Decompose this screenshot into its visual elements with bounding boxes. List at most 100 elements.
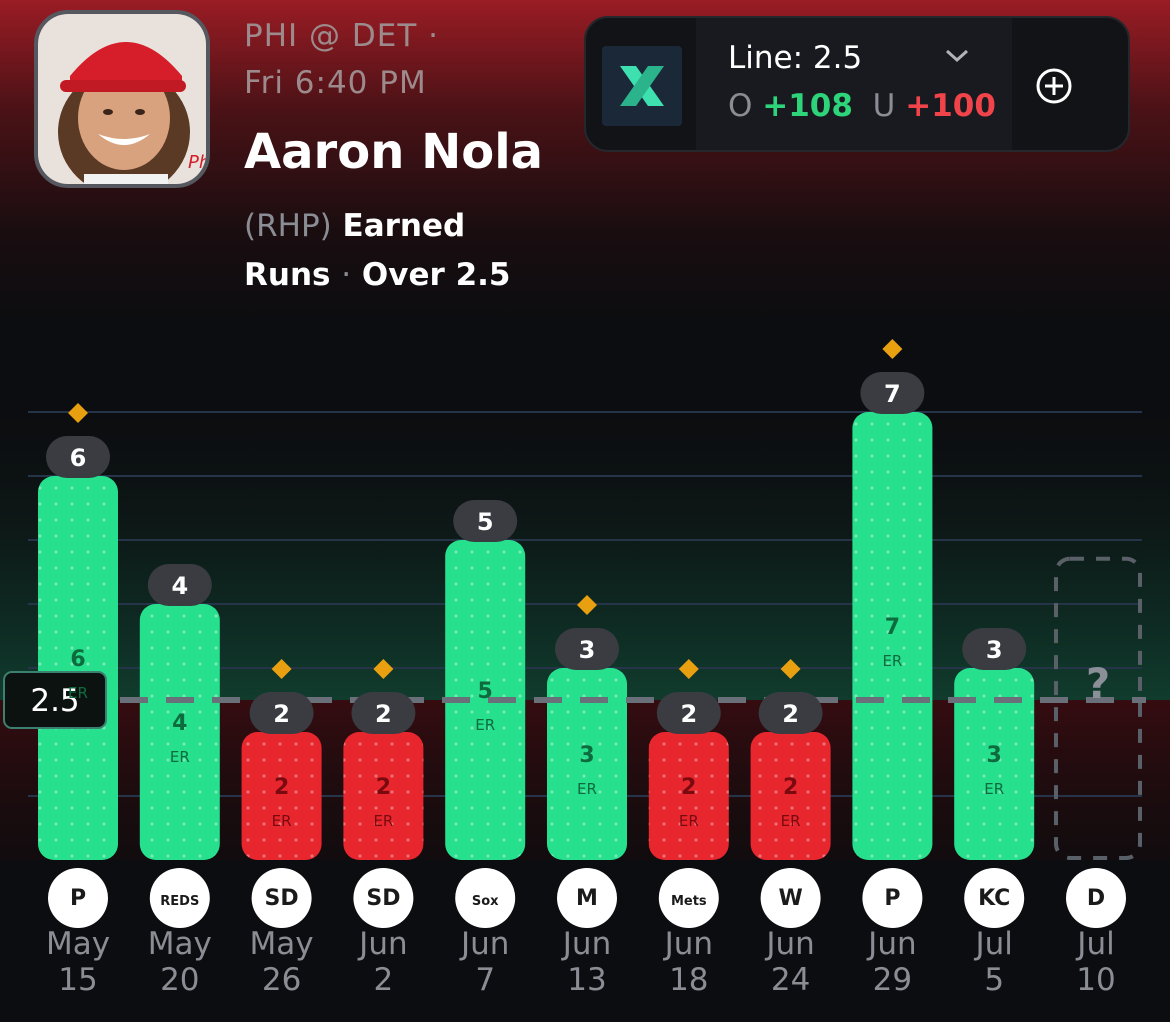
line-label: Line: 2.5: [728, 40, 863, 76]
add-pick-button[interactable]: [1034, 66, 1074, 110]
bar-unit-label: ER: [68, 684, 88, 702]
upcoming-question-mark: ?: [1086, 659, 1110, 708]
over-prefix: O: [728, 88, 753, 124]
team-logo-text: M: [576, 886, 598, 911]
line-panel: Line: 2.5 O +108 U +100: [584, 16, 1130, 152]
bar-dot-texture: [547, 668, 627, 860]
x-tick-day: 15: [58, 962, 97, 998]
bar-inner-value: 2: [274, 775, 289, 800]
diamond-marker-icon: [373, 659, 394, 679]
value-pill: [962, 628, 1027, 670]
diamond-marker-icon: [68, 403, 88, 423]
bar-value-label: 6: [70, 444, 87, 472]
x-tick-month: Jun: [561, 926, 611, 962]
team-logo-text: SD: [265, 886, 299, 911]
bar-dot-texture: [241, 732, 322, 860]
threshold-badge: [3, 671, 107, 729]
stat-description: (RHP) Earned Runs · Over 2.5: [244, 202, 544, 300]
bar-dot-texture: [648, 732, 729, 860]
team-logo-icon-nationals: W: [760, 868, 821, 928]
value-pill: [860, 372, 925, 414]
bar-value-label: 2: [375, 700, 392, 728]
game-time: Fri 6:40 PM: [244, 65, 427, 101]
bar-inner-value: 3: [579, 743, 594, 768]
line-selector[interactable]: Line: 2.5 O +108 U +100: [696, 18, 1012, 150]
bar-dot-texture: [445, 540, 526, 860]
x-tick-month: Jul: [973, 926, 1012, 962]
stat-word-runs: Runs: [244, 257, 331, 293]
upcoming-bar-placeholder: [1054, 556, 1142, 860]
value-pill: [147, 564, 212, 606]
stat-word-earned: Earned: [342, 208, 466, 244]
team-logo-text: KC: [978, 886, 1010, 911]
diamond-marker-icon: [678, 659, 699, 679]
team-logo-icon-royals: KC: [964, 868, 1025, 928]
diamond-marker-icon: [271, 659, 292, 679]
team-logo-icon-tigers: D: [1066, 868, 1126, 928]
team-logo-icon-brewers: M: [557, 868, 617, 928]
value-pill: [46, 436, 110, 478]
bar-dot-texture: [38, 476, 118, 860]
bar-unit-label: ER: [984, 780, 1004, 798]
bar-unit-label: ER: [272, 812, 292, 830]
odds-row: O +108 U +100: [728, 88, 996, 124]
team-logo-text: SD: [366, 886, 400, 911]
value-pill: [555, 628, 619, 670]
bar-dot-texture: [343, 732, 424, 860]
x-tick-month: Jun: [764, 926, 814, 962]
bar-unit-label: ER: [373, 812, 393, 830]
team-logo-text: P: [70, 886, 86, 911]
bar-dot-texture: [139, 604, 220, 860]
team-logo-text: W: [778, 886, 802, 911]
under-odds[interactable]: +100: [905, 88, 996, 124]
bar-dot-texture: [852, 412, 933, 860]
x-tick-day: 13: [567, 962, 606, 998]
x-tick-day: 5: [984, 962, 1004, 998]
value-pill: [453, 500, 518, 542]
diamond-marker-icon: [780, 659, 801, 679]
x-tick-month: May: [148, 926, 212, 962]
matchup-text: PHI @ DET ·: [244, 18, 439, 54]
x-tick-day: 26: [262, 962, 301, 998]
bar-inner-value: 2: [376, 775, 391, 800]
x-tick-month: Jun: [663, 926, 713, 962]
diamond-marker-icon: [882, 339, 903, 359]
bar-dot-texture: [954, 668, 1035, 860]
bar-value-label: 2: [680, 700, 697, 728]
team-logo-icon-padres: SD: [353, 868, 414, 928]
x-tick-day: 10: [1076, 962, 1115, 998]
value-pill: [656, 692, 721, 734]
team-logo-text: Mets: [671, 894, 707, 909]
x-tick-day: 2: [374, 962, 394, 998]
bar-inner-value: 2: [783, 775, 798, 800]
x-tick-month: Jun: [357, 926, 407, 962]
bar-unit-label: ER: [577, 780, 597, 798]
team-logo-icon-pirates: P: [48, 868, 108, 928]
stat-separator: ·: [341, 257, 352, 293]
bar-value-label: 3: [986, 636, 1003, 664]
bar-inner-value: 7: [885, 615, 900, 640]
x-tick-day: 18: [669, 962, 708, 998]
bar-inner-value: 2: [681, 775, 696, 800]
bar-unit-label: ER: [475, 716, 495, 734]
x-tick-day: 7: [475, 962, 495, 998]
team-logo-text: Sox: [472, 894, 499, 909]
bar-inner-value: 3: [987, 743, 1002, 768]
x-tick-month: May: [250, 926, 314, 962]
team-logo-text: D: [1087, 886, 1105, 911]
threshold-badge-label: 2.5: [30, 683, 79, 719]
player-avatar: Phillies: [34, 10, 210, 188]
value-pill: [758, 692, 823, 734]
player-name: Aaron Nola: [244, 124, 544, 180]
bar-value-label: 3: [579, 636, 596, 664]
chevron-down-icon[interactable]: [944, 48, 970, 68]
position-label: (RHP): [244, 208, 332, 244]
x-tick-month: Jul: [1075, 926, 1114, 962]
x-tick-day: 20: [160, 962, 199, 998]
over-odds[interactable]: +108: [762, 88, 853, 124]
team-logo-icon-pirates: P: [862, 868, 923, 928]
value-pill: [351, 692, 416, 734]
x-tick-month: May: [46, 926, 110, 962]
